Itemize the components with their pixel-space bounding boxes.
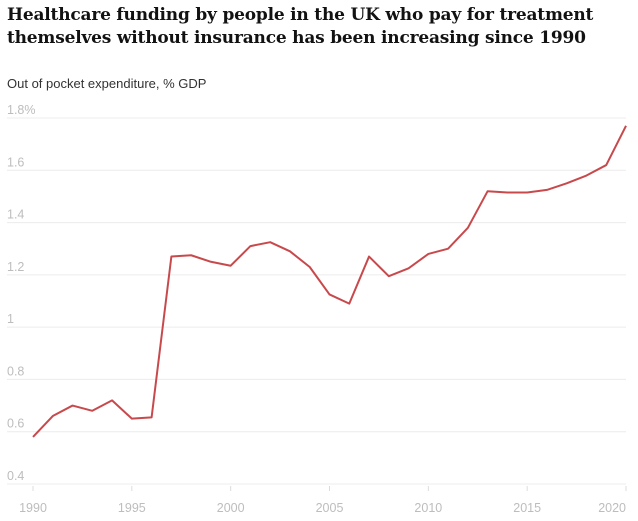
y-tick-label: 1.8% xyxy=(7,103,36,117)
x-tick-label: 2000 xyxy=(217,501,245,515)
y-axis-ticks: 0.4 0.6 0.8 1 1.2 1.4 1.6 1.8% xyxy=(7,103,36,483)
y-tick-label: 1.4 xyxy=(7,208,24,222)
y-tick-label: 1.6 xyxy=(7,155,24,169)
x-tick-label: 2020 xyxy=(598,501,626,515)
x-tick-label: 2010 xyxy=(414,501,442,515)
y-tick-label: 0.8 xyxy=(7,364,24,378)
y-tick-label: 1 xyxy=(7,312,14,326)
x-tick-label: 2015 xyxy=(513,501,541,515)
y-axis-title: Out of pocket expenditure, % GDP xyxy=(7,76,207,91)
y-tick-label: 1.2 xyxy=(7,260,24,274)
series-line xyxy=(32,125,627,438)
x-axis-ticks: 1990 1995 2000 2005 2010 2015 2020 xyxy=(19,486,627,515)
x-tick-label: 1990 xyxy=(19,501,47,515)
series-group xyxy=(32,125,627,438)
x-tick-label: 1995 xyxy=(118,501,146,515)
y-tick-label: 0.6 xyxy=(7,417,24,431)
gridlines xyxy=(7,117,626,485)
y-tick-label: 0.4 xyxy=(7,469,24,483)
x-tick-label: 2005 xyxy=(316,501,344,515)
chart-title: Healthcare funding by people in the UK w… xyxy=(7,5,594,48)
